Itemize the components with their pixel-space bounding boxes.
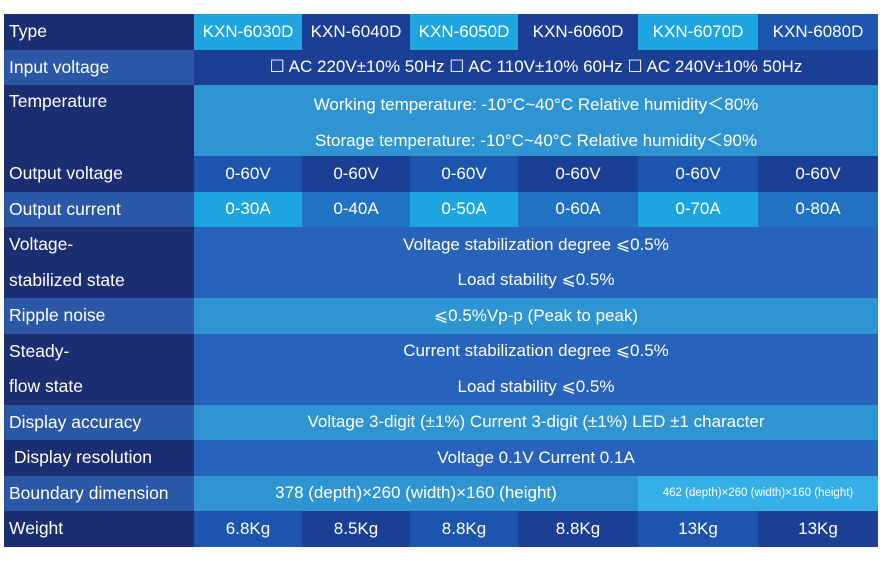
row-label-display-resolution: Display resolution xyxy=(4,440,194,476)
output-current-value: 0-70A xyxy=(638,191,758,227)
row-temperature-2: Storage temperature: -10°C~40°C Relative… xyxy=(4,120,878,156)
row-label-steady-flow-2: flow state xyxy=(4,369,194,405)
row-label-display-accuracy: Display accuracy xyxy=(4,404,194,440)
boundary-dimension-small: 378 (depth)×260 (width)×160 (height) xyxy=(194,475,638,511)
ripple-noise-value: ⩽0.5%Vp-p (Peak to peak) xyxy=(194,298,878,334)
row-label-voltage-stabilized-1: Voltage- xyxy=(4,227,194,263)
current-stabilization-degree: Current stabilization degree ⩽0.5% xyxy=(194,333,878,369)
weight-value: 13Kg xyxy=(638,511,758,547)
row-label-ripple-noise: Ripple noise xyxy=(4,298,194,334)
row-output-current: Output current 0-30A 0-40A 0-50A 0-60A 0… xyxy=(4,191,878,227)
model-header: KXN-6080D xyxy=(758,14,878,50)
voltage-load-stability: Load stability ⩽0.5% xyxy=(194,262,878,298)
temperature-working: Working temperature: -10°C~40°C Relative… xyxy=(194,85,878,121)
model-header: KXN-6060D xyxy=(518,14,638,50)
row-input-voltage: Input voltage ☐ AC 220V±10% 50Hz ☐ AC 11… xyxy=(4,49,878,85)
temperature-storage: Storage temperature: -10°C~40°C Relative… xyxy=(194,120,878,156)
weight-value: 8.5Kg xyxy=(302,511,410,547)
current-load-stability: Load stability ⩽0.5% xyxy=(194,369,878,405)
display-resolution-value: Voltage 0.1V Current 0.1A xyxy=(194,440,878,476)
boundary-dimension-large: 462 (depth)×260 (width)×160 (height) xyxy=(638,475,878,511)
row-weight: Weight 6.8Kg 8.5Kg 8.8Kg 8.8Kg 13Kg 13Kg xyxy=(4,511,878,547)
row-boundary-dimension: Boundary dimension 378 (depth)×260 (widt… xyxy=(4,475,878,511)
output-current-value: 0-50A xyxy=(410,191,518,227)
row-steady-flow: Steady- Current stabilization degree ⩽0.… xyxy=(4,333,878,369)
output-voltage-value: 0-60V xyxy=(194,156,302,192)
row-label-output-voltage: Output voltage xyxy=(4,156,194,192)
row-temperature: Temperature Working temperature: -10°C~4… xyxy=(4,85,878,156)
output-voltage-value: 0-60V xyxy=(518,156,638,192)
output-current-value: 0-60A xyxy=(518,191,638,227)
voltage-stabilization-degree: Voltage stabilization degree ⩽0.5% xyxy=(194,227,878,263)
row-display-resolution: Display resolution Voltage 0.1V Current … xyxy=(4,440,878,476)
row-label-weight: Weight xyxy=(4,511,194,547)
output-current-value: 0-40A xyxy=(302,191,410,227)
row-type: Type KXN-6030D KXN-6040D KXN-6050D KXN-6… xyxy=(4,14,878,50)
row-steady-flow-2: flow state Load stability ⩽0.5% xyxy=(4,369,878,405)
row-output-voltage: Output voltage 0-60V 0-60V 0-60V 0-60V 0… xyxy=(4,156,878,192)
model-header: KXN-6030D xyxy=(194,14,302,50)
model-header: KXN-6070D xyxy=(638,14,758,50)
row-label-steady-flow-1: Steady- xyxy=(4,333,194,369)
row-label-type: Type xyxy=(4,14,194,50)
model-header: KXN-6050D xyxy=(410,14,518,50)
row-label-boundary-dimension: Boundary dimension xyxy=(4,475,194,511)
row-voltage-stabilized-2: stabilized state Load stability ⩽0.5% xyxy=(4,262,878,298)
output-voltage-value: 0-60V xyxy=(638,156,758,192)
output-voltage-value: 0-60V xyxy=(758,156,878,192)
row-label-input-voltage: Input voltage xyxy=(4,49,194,85)
model-header: KXN-6040D xyxy=(302,14,410,50)
weight-value: 13Kg xyxy=(758,511,878,547)
row-voltage-stabilized: Voltage- Voltage stabilization degree ⩽0… xyxy=(4,227,878,263)
output-voltage-value: 0-60V xyxy=(410,156,518,192)
weight-value: 6.8Kg xyxy=(194,511,302,547)
row-label-output-current: Output current xyxy=(4,191,194,227)
display-accuracy-value: Voltage 3-digit (±1%) Current 3-digit (±… xyxy=(194,404,878,440)
row-ripple-noise: Ripple noise ⩽0.5%Vp-p (Peak to peak) xyxy=(4,298,878,334)
weight-value: 8.8Kg xyxy=(518,511,638,547)
row-label-voltage-stabilized-2: stabilized state xyxy=(4,262,194,298)
row-display-accuracy: Display accuracy Voltage 3-digit (±1%) C… xyxy=(4,404,878,440)
output-current-value: 0-80A xyxy=(758,191,878,227)
output-voltage-value: 0-60V xyxy=(302,156,410,192)
input-voltage-value: ☐ AC 220V±10% 50Hz ☐ AC 110V±10% 60Hz ☐ … xyxy=(194,49,878,85)
row-label-temperature: Temperature xyxy=(4,85,194,156)
weight-value: 8.8Kg xyxy=(410,511,518,547)
output-current-value: 0-30A xyxy=(194,191,302,227)
spec-table: Type KXN-6030D KXN-6040D KXN-6050D KXN-6… xyxy=(4,14,878,547)
